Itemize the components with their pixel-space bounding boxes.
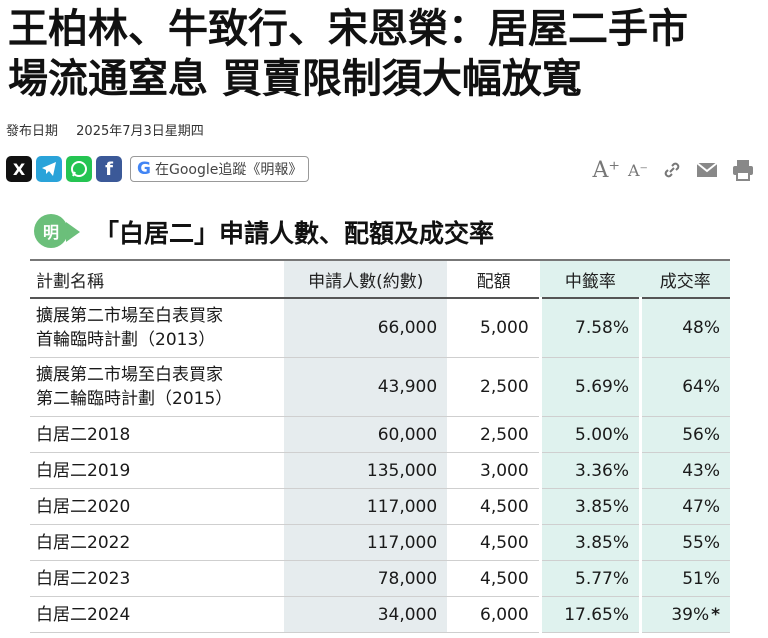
row-applicants: 66,000 <box>284 298 448 358</box>
table-row: 白居二2024 34,000 6,000 17.65% 39% * <box>30 596 730 633</box>
table-header-row: 計劃名稱 申請人數(約數) 配額 中籤率 成交率 <box>30 259 730 299</box>
logo-tail <box>66 222 80 242</box>
table-row: 白居二2022 117,000 4,500 3.85% 55% <box>30 524 730 561</box>
row-win-rate: 3.85% <box>538 524 641 561</box>
headline-line-2: 場流通窒息 買賣限制須大幅放寬 <box>8 56 582 102</box>
row-win-rate: 7.58% <box>538 298 641 358</box>
row-applicants: 135,000 <box>284 452 448 489</box>
row-win-rate: 17.65% <box>538 596 641 633</box>
row-deal-rate: 56% <box>639 416 730 453</box>
row-name: 擴展第二市場至白表買家 第二輪臨時計劃（2015） <box>30 357 285 417</box>
row-applicants: 34,000 <box>284 596 448 633</box>
row-quota: 2,500 <box>447 357 541 417</box>
row-win-rate: 5.69% <box>538 357 641 417</box>
table-row: 白居二2018 60,000 2,500 5.00% 56% <box>30 416 730 453</box>
row-deal-rate: 43% <box>639 452 730 489</box>
table-row: 擴展第二市場至白表買家 第二輪臨時計劃（2015） 43,900 2,500 5… <box>30 357 730 417</box>
header-applicants: 申請人數(約數) <box>284 259 448 299</box>
link-icon[interactable] <box>662 160 682 180</box>
row-applicants: 117,000 <box>284 524 448 561</box>
deal-rate-value: 39% <box>671 604 710 625</box>
article-tools: A⁺ A⁻ <box>579 156 755 184</box>
row-applicants: 60,000 <box>284 416 448 453</box>
footnote-mark: * <box>711 604 720 625</box>
row-deal-rate: 64% <box>639 357 730 417</box>
row-win-rate: 3.85% <box>538 488 641 525</box>
row-name-line-1: 擴展第二市場至白表買家 <box>36 306 223 326</box>
row-applicants: 117,000 <box>284 488 448 525</box>
publish-date-value: 2025年7月3日星期四 <box>76 124 204 139</box>
row-win-rate: 5.00% <box>538 416 641 453</box>
scheme-data-table: 計劃名稱 申請人數(約數) 配額 中籤率 成交率 擴展第二市場至白表買家 首輪臨… <box>30 259 730 633</box>
row-name-line-2: 首輪臨時計劃（2013） <box>36 330 216 350</box>
article-headline: 王柏林、牛致行、宋恩榮：居屋二手市 場流通窒息 買賣限制須大幅放寬 <box>8 4 764 104</box>
header-quota: 配額 <box>447 259 541 299</box>
whatsapp-icon <box>71 161 87 177</box>
table-heading: 明 「白居二」申請人數、配額及成交率 <box>34 212 734 256</box>
font-decrease-button[interactable]: A⁻ <box>628 160 648 180</box>
mingpao-logo-icon: 明 <box>34 214 68 248</box>
row-name: 白居二2023 <box>30 560 285 597</box>
table-row: 白居二2020 117,000 4,500 3.85% 47% <box>30 488 730 525</box>
row-quota: 3,000 <box>447 452 541 489</box>
publish-date-label: 發布日期 <box>6 124 59 139</box>
facebook-share-button[interactable]: f <box>96 156 122 182</box>
row-deal-rate: 55% <box>639 524 730 561</box>
google-icon: G <box>137 159 151 179</box>
row-name: 白居二2022 <box>30 524 285 561</box>
header-win-rate: 中籤率 <box>540 259 641 299</box>
row-name: 白居二2020 <box>30 488 285 525</box>
row-applicants: 78,000 <box>284 560 448 597</box>
row-quota: 4,500 <box>447 560 541 597</box>
header-deal-rate: 成交率 <box>640 259 730 299</box>
google-follow-label: 在Google追蹤《明報》 <box>154 162 303 178</box>
row-name-line-1: 擴展第二市場至白表買家 <box>36 365 223 385</box>
row-quota: 4,500 <box>447 488 541 525</box>
x-share-button[interactable]: X <box>6 156 32 182</box>
row-deal-rate: 51% <box>639 560 730 597</box>
facebook-icon: f <box>105 158 113 180</box>
table-row: 白居二2023 78,000 4,500 5.77% 51% <box>30 560 730 597</box>
share-toolbar: X f G 在Google追蹤《明報》 A⁺ A⁻ <box>6 156 762 184</box>
row-win-rate: 5.77% <box>538 560 641 597</box>
row-quota: 2,500 <box>447 416 541 453</box>
google-follow-button[interactable]: G 在Google追蹤《明報》 <box>130 156 310 182</box>
row-name: 白居二2018 <box>30 416 285 453</box>
whatsapp-share-button[interactable] <box>66 156 92 182</box>
row-quota: 5,000 <box>447 298 541 358</box>
print-icon[interactable] <box>732 159 754 181</box>
table-row: 白居二2019 135,000 3,000 3.36% 43% <box>30 452 730 489</box>
row-quota: 6,000 <box>447 596 541 633</box>
font-increase-button[interactable]: A⁺ <box>592 157 621 183</box>
row-deal-rate: 47% <box>639 488 730 525</box>
header-name: 計劃名稱 <box>30 259 285 299</box>
headline-line-1: 王柏林、牛致行、宋恩榮：居屋二手市 <box>8 6 688 52</box>
telegram-icon <box>42 162 56 176</box>
row-name: 擴展第二市場至白表買家 首輪臨時計劃（2013） <box>30 298 285 358</box>
table-title: 「白居二」申請人數、配額及成交率 <box>94 219 495 248</box>
row-deal-rate: 48% <box>639 298 730 358</box>
table-row: 擴展第二市場至白表買家 首輪臨時計劃（2013） 66,000 5,000 7.… <box>30 298 730 358</box>
row-applicants: 43,900 <box>284 357 448 417</box>
email-icon[interactable] <box>696 162 718 178</box>
row-name-line-2: 第二輪臨時計劃（2015） <box>36 389 233 409</box>
row-name: 白居二2019 <box>30 452 285 489</box>
row-win-rate: 3.36% <box>538 452 641 489</box>
row-quota: 4,500 <box>447 524 541 561</box>
publish-date: 發布日期 2025年7月3日星期四 <box>6 120 204 139</box>
row-deal-rate: 39% * <box>639 596 730 633</box>
x-icon: X <box>12 159 26 179</box>
telegram-share-button[interactable] <box>36 156 62 182</box>
row-name: 白居二2024 <box>30 596 285 633</box>
